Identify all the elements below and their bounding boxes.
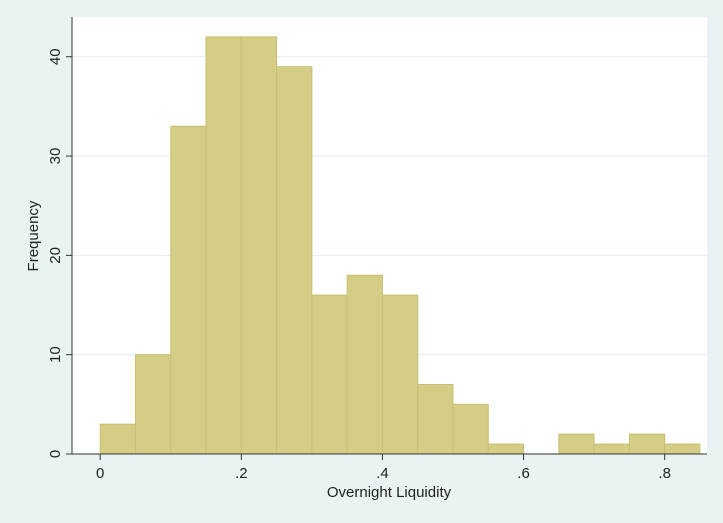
y-tick-label: 30 (47, 148, 64, 165)
histogram-bar (558, 433, 595, 455)
histogram-bar (593, 443, 630, 455)
histogram-bar (417, 383, 454, 455)
x-tick-label: .4 (376, 465, 389, 482)
x-ticks: 0 .2 .4 .6 .8 (96, 454, 671, 482)
histogram-bar (276, 66, 313, 455)
histogram-bar (170, 125, 207, 455)
histogram-bar (452, 403, 489, 455)
x-tick-label: .8 (658, 465, 671, 482)
x-tick-label: .2 (235, 465, 248, 482)
y-ticks: 0 10 20 30 40 (47, 48, 72, 458)
bars (99, 36, 701, 455)
histogram-bar (346, 274, 383, 455)
y-tick-label: 10 (47, 346, 64, 363)
histogram-bar (205, 36, 242, 455)
histogram-bar (487, 443, 525, 455)
histogram-bar (240, 36, 278, 455)
histogram-bar (99, 423, 136, 455)
x-axis-title: Overnight Liquidity (327, 484, 452, 501)
histogram-bar (135, 354, 172, 455)
y-tick-label: 0 (47, 450, 64, 458)
histogram-bar (311, 294, 348, 455)
histogram-bar (381, 294, 419, 455)
y-axis-title: Frequency (25, 200, 42, 271)
histogram-bar (628, 433, 666, 455)
y-tick-label: 20 (47, 247, 64, 264)
x-tick-label: 0 (96, 465, 104, 482)
histogram-bar (664, 443, 701, 455)
axes (71, 17, 707, 455)
y-tick-label: 40 (47, 48, 64, 65)
x-tick-label: .6 (517, 465, 530, 482)
